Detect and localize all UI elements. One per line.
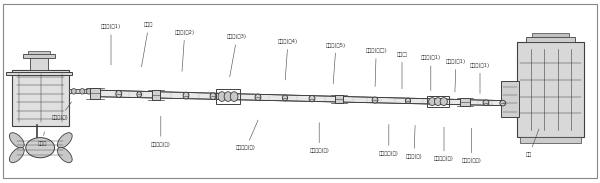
Ellipse shape: [10, 147, 24, 163]
Bar: [6, 72, 72, 75]
Ellipse shape: [210, 93, 216, 100]
Text: 推进轴(二): 推进轴(二): [406, 125, 422, 159]
Text: 联轴器(轴4): 联轴器(轴4): [278, 39, 298, 80]
Bar: [526, 37, 575, 42]
Ellipse shape: [137, 92, 142, 97]
Ellipse shape: [406, 98, 410, 104]
Text: 中间轴承(二): 中间轴承(二): [379, 124, 399, 156]
Text: 主机: 主机: [526, 129, 539, 157]
Text: 联轴器(轴2): 联轴器(轴2): [175, 30, 195, 71]
Ellipse shape: [483, 100, 489, 105]
Bar: [12, 70, 69, 126]
Ellipse shape: [183, 92, 189, 99]
Bar: [30, 57, 48, 70]
Bar: [31, 140, 49, 149]
Bar: [520, 137, 581, 143]
Text: 联轴器(轴3): 联轴器(轴3): [227, 34, 247, 77]
Bar: [217, 89, 239, 104]
Text: 联轴器(轴1): 联轴器(轴1): [446, 59, 466, 92]
Ellipse shape: [10, 133, 24, 148]
Ellipse shape: [58, 133, 72, 148]
Bar: [517, 42, 584, 137]
Ellipse shape: [224, 92, 232, 101]
Text: 中间轴承(二): 中间轴承(二): [236, 120, 258, 150]
Ellipse shape: [428, 98, 436, 105]
Text: 联轴器(轴5): 联轴器(轴5): [326, 43, 346, 84]
Ellipse shape: [26, 138, 55, 158]
Bar: [335, 95, 343, 103]
Bar: [460, 98, 470, 106]
Ellipse shape: [71, 89, 76, 94]
Ellipse shape: [230, 92, 238, 101]
Text: 推进器(一): 推进器(一): [52, 102, 71, 120]
Ellipse shape: [86, 89, 91, 94]
Text: 轴承三: 轴承三: [142, 23, 154, 67]
Text: 螺旋桨: 螺旋桨: [37, 132, 47, 146]
Ellipse shape: [283, 95, 287, 101]
Bar: [23, 54, 55, 58]
Text: 中间轴承(三): 中间轴承(三): [151, 116, 171, 147]
Text: 中间轴承(四): 中间轴承(四): [434, 127, 454, 161]
Ellipse shape: [116, 90, 122, 98]
Bar: [90, 88, 100, 99]
Ellipse shape: [218, 92, 226, 101]
Ellipse shape: [440, 98, 448, 105]
Bar: [427, 96, 449, 107]
Text: 联轴器(轴1): 联轴器(轴1): [470, 63, 490, 94]
Ellipse shape: [309, 95, 315, 102]
Bar: [152, 90, 160, 100]
Bar: [532, 33, 569, 37]
Bar: [69, 89, 94, 93]
Ellipse shape: [255, 94, 261, 100]
Text: 联轴器(轴1): 联轴器(轴1): [421, 55, 441, 91]
Text: 联轴器(轴1): 联轴器(轴1): [101, 24, 121, 65]
Ellipse shape: [434, 98, 442, 105]
Bar: [501, 81, 519, 117]
Text: 中间轴承(二): 中间轴承(二): [309, 123, 329, 153]
Ellipse shape: [500, 100, 506, 106]
Text: 联轴器(轴□): 联轴器(轴□): [365, 48, 387, 87]
Text: 轴承□: 轴承□: [397, 52, 407, 89]
Ellipse shape: [58, 147, 72, 163]
Text: 减速箱(总成): 减速箱(总成): [461, 128, 482, 163]
Ellipse shape: [80, 89, 85, 94]
Bar: [28, 51, 50, 54]
Polygon shape: [93, 90, 515, 106]
Ellipse shape: [372, 97, 378, 103]
